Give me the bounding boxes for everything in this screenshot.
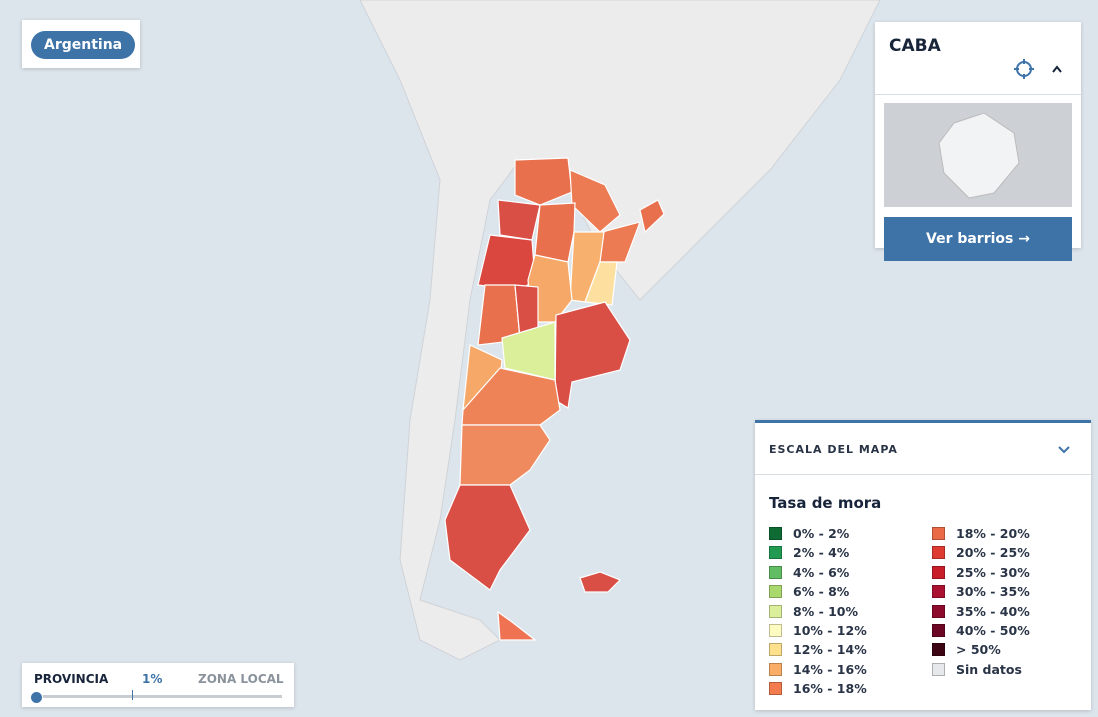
slider-track bbox=[34, 695, 282, 698]
caba-thumbnail bbox=[884, 103, 1072, 207]
legend-swatch bbox=[932, 604, 945, 618]
province bbox=[569, 169, 621, 233]
ver-barrios-button[interactable]: Ver barrios → bbox=[884, 217, 1072, 261]
legend-swatch bbox=[769, 643, 782, 657]
legend-label: > 50% bbox=[956, 642, 1001, 658]
legend-swatch bbox=[769, 662, 782, 676]
legend-label: 6% - 8% bbox=[793, 584, 850, 600]
legend-swatch bbox=[932, 585, 945, 599]
legend-label: 40% - 50% bbox=[956, 623, 1030, 638]
legend-label: 30% - 35% bbox=[956, 584, 1030, 600]
legend-label: 14% - 16% bbox=[793, 661, 867, 677]
province bbox=[584, 261, 618, 306]
province bbox=[639, 199, 665, 234]
province bbox=[444, 484, 531, 591]
slider-tick bbox=[132, 690, 133, 700]
province bbox=[579, 571, 622, 593]
legend-swatch bbox=[932, 546, 945, 560]
province bbox=[497, 610, 537, 641]
slider-panel: PROVINCIA 1% ZONA LOCAL bbox=[22, 663, 294, 707]
legend-label: Sin datos bbox=[956, 661, 1022, 677]
slider-handle[interactable] bbox=[30, 691, 43, 704]
legend-swatch bbox=[932, 527, 945, 540]
caba-panel: CABA Ver barrios → bbox=[875, 22, 1081, 261]
provinces bbox=[444, 157, 665, 641]
slider-right-label: ZONA LOCAL bbox=[198, 672, 284, 686]
collapse-icon[interactable] bbox=[1052, 65, 1062, 73]
legend-label: 2% - 4% bbox=[793, 545, 850, 561]
legend-swatch bbox=[769, 604, 782, 618]
legend-panel: ESCALA DEL MAPA Tasa de mora 0% - 2% 2% -… bbox=[755, 420, 1091, 710]
thumbnail-map bbox=[884, 103, 1072, 207]
province bbox=[477, 234, 536, 291]
region-chip[interactable]: Argentina bbox=[31, 31, 136, 59]
legend-swatch bbox=[932, 565, 945, 579]
legend-swatch bbox=[932, 643, 945, 657]
legend-label: 20% - 25% bbox=[956, 545, 1030, 561]
legend-swatch bbox=[769, 624, 782, 637]
legend-label: 18% - 20% bbox=[956, 526, 1030, 541]
province bbox=[514, 157, 573, 206]
thumbnail-area bbox=[938, 112, 1020, 199]
legend-swatch bbox=[932, 624, 945, 637]
divider bbox=[875, 94, 1081, 95]
legend-label: 10% - 12% bbox=[793, 623, 867, 638]
land bbox=[359, 0, 881, 661]
legend-label: 35% - 40% bbox=[956, 603, 1030, 619]
slider-left-label: PROVINCIA bbox=[34, 672, 109, 686]
legend-swatch bbox=[769, 565, 782, 579]
legend-swatch bbox=[769, 546, 782, 560]
province bbox=[497, 199, 541, 241]
legend-label: 8% - 10% bbox=[793, 603, 859, 619]
legend-swatch bbox=[769, 682, 782, 696]
expand-icon[interactable] bbox=[1057, 445, 1071, 455]
legend-label: 16% - 18% bbox=[793, 681, 867, 697]
legend-label: 12% - 14% bbox=[793, 642, 867, 658]
slider-value: 1% bbox=[142, 672, 163, 686]
legend-header: ESCALA DEL MAPA bbox=[769, 443, 898, 456]
caba-title: CABA bbox=[889, 36, 941, 56]
locate-icon-cross bbox=[1014, 59, 1034, 79]
legend-label: 25% - 30% bbox=[956, 564, 1030, 580]
legend-title: Tasa de mora bbox=[769, 494, 882, 512]
legend-label: 4% - 6% bbox=[793, 564, 850, 580]
divider bbox=[755, 474, 1091, 475]
province bbox=[534, 202, 576, 263]
caba-icons bbox=[1014, 59, 1062, 79]
legend-swatch bbox=[769, 527, 782, 540]
legend-swatch bbox=[932, 662, 945, 676]
legend-swatch bbox=[769, 585, 782, 599]
region-chip-panel: Argentina bbox=[22, 20, 140, 68]
legend-label: 0% - 2% bbox=[793, 526, 850, 541]
locate-icon[interactable] bbox=[1016, 61, 1032, 77]
